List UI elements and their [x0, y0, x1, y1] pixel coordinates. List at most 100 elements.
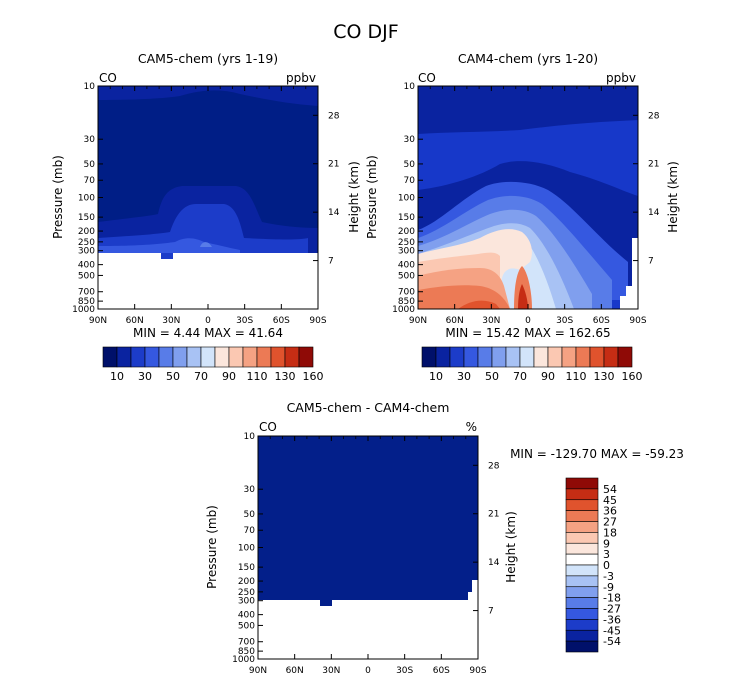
y-tick-label: 200: [398, 227, 415, 237]
colorbar-label: 30: [138, 370, 152, 383]
cam5-high-spot: [200, 242, 212, 247]
masked-region: [98, 253, 318, 309]
colorbar-label: 27: [603, 516, 617, 529]
y-tick-label: 400: [398, 261, 415, 271]
field-label: CO: [418, 71, 436, 85]
colorbar-swatch: [565, 499, 599, 511]
colorbars: 10 30 50 70 90 110 130 160 10 30 50 70 90 110 130 16054…: [102, 346, 643, 653]
masked-notch: [161, 253, 173, 259]
masked-notch: [320, 600, 332, 606]
y-tick-label: 700: [78, 288, 95, 298]
colorbar-label: 90: [222, 370, 236, 383]
height-tick-label: 7: [488, 607, 494, 617]
y-tick-label: 300: [78, 247, 95, 257]
colorbar-swatch: [575, 346, 591, 368]
y-tick-label: 1000: [72, 305, 95, 315]
colorbar-swatch: [130, 346, 146, 368]
y-tick-label: 50: [84, 160, 96, 170]
y-axis-label-right: Height (km): [347, 161, 361, 232]
colorbar-swatch: [603, 346, 619, 368]
x-tick-label: 30N: [322, 666, 340, 676]
colorbar-swatch: [565, 521, 599, 533]
colorbar-swatch: [298, 346, 314, 368]
colorbar-swatch: [565, 488, 599, 501]
x-tick-label: 30S: [396, 666, 413, 676]
y-tick-label: 50: [244, 510, 256, 520]
colorbar-swatch: [200, 346, 216, 368]
colorbar-swatch: [565, 629, 599, 642]
y-tick-label: 850: [398, 297, 415, 307]
colorbar-swatch: [519, 346, 535, 368]
colorbar-swatch: [144, 346, 160, 368]
y-tick-label: 700: [398, 288, 415, 298]
colorbar-label: 3: [603, 548, 610, 561]
x-tick-label: 60N: [446, 316, 464, 326]
field-label: CO: [99, 71, 117, 85]
colorbar-swatch: [102, 346, 118, 368]
colorbar-label: 160: [622, 370, 643, 383]
colorbar-swatch: [547, 346, 563, 368]
panel-title: CAM5-chem (yrs 1-19): [138, 51, 278, 66]
colorbar-swatch: [565, 564, 599, 577]
plot-area: [97, 85, 319, 310]
colorbar-label: -54: [603, 635, 621, 648]
colorbar-swatch: [477, 346, 493, 368]
colorbar-label: 160: [303, 370, 324, 383]
axes-layer: 90N 60N 30N 0 30S 60S 90S103050701001502002503…: [72, 82, 660, 676]
height-tick-label: 28: [488, 461, 500, 471]
colorbar-swatch: [565, 597, 599, 609]
y-tick-label: 30: [84, 135, 96, 145]
panel-title: CAM4-chem (yrs 1-20): [458, 51, 598, 66]
y-tick-label: 150: [398, 213, 415, 223]
colorbar-label: 10: [429, 370, 443, 383]
colorbar-label: 54: [603, 483, 617, 496]
y-tick-label: 70: [404, 176, 416, 186]
colorbar-label: -18: [603, 592, 621, 605]
height-tick-label: 28: [328, 111, 340, 121]
colorbar-label: 45: [603, 494, 617, 507]
y-axis-label: Pressure (mb): [205, 505, 219, 589]
y-tick-label: 10: [84, 82, 96, 92]
panel-cam5: CAM5-chem (yrs 1-19) CO ppbv Pressure (m…: [51, 51, 361, 340]
y-tick-label: 250: [238, 588, 255, 598]
colorbar-label: -45: [603, 624, 621, 637]
y-tick-label: 500: [398, 271, 415, 281]
x-tick-label: 60S: [593, 316, 610, 326]
colorbar-swatch: [214, 346, 230, 368]
x-tick-label: 90N: [89, 316, 107, 326]
units-label: ppbv: [286, 71, 316, 85]
colorbar-label: 18: [603, 526, 617, 539]
colorbar-label: 0: [603, 559, 610, 572]
y-tick-label: 30: [244, 485, 256, 495]
x-tick-label: 0: [365, 666, 371, 676]
y-axis-label-right: Height (km): [504, 511, 518, 582]
colorbar-swatch: [589, 346, 605, 368]
colorbar-label: 130: [275, 370, 296, 383]
field-label: CO: [259, 420, 277, 434]
y-tick-label: 150: [78, 213, 95, 223]
height-tick-label: 21: [488, 510, 499, 520]
y-tick-label: 850: [238, 647, 255, 657]
y-tick-label: 70: [84, 176, 96, 186]
colorbar-swatch: [284, 346, 300, 368]
contour-level-2: [98, 86, 318, 106]
colorbar-swatch: [228, 346, 244, 368]
y-tick-label: 300: [398, 247, 415, 257]
height-tick-label: 28: [648, 111, 660, 121]
y-tick-label: 100: [398, 194, 415, 204]
colorbar-label: 130: [594, 370, 615, 383]
colorbar-swatch: [172, 346, 188, 368]
y-tick-label: 70: [244, 526, 256, 536]
y-tick-label: 250: [78, 238, 95, 248]
figure-title: CO DJF: [333, 21, 398, 43]
x-tick-label: 0: [525, 316, 531, 326]
y-tick-label: 100: [238, 544, 255, 554]
colorbar-swatch: [491, 346, 507, 368]
contour-level-3: [98, 204, 308, 253]
stats-label: MIN = 15.42 MAX = 162.65: [445, 326, 610, 340]
x-tick-label: 30S: [236, 316, 253, 326]
y-axis-label: Pressure (mb): [365, 155, 379, 239]
colorbar-label: 36: [603, 505, 617, 518]
colorbar-swatch: [533, 346, 549, 368]
